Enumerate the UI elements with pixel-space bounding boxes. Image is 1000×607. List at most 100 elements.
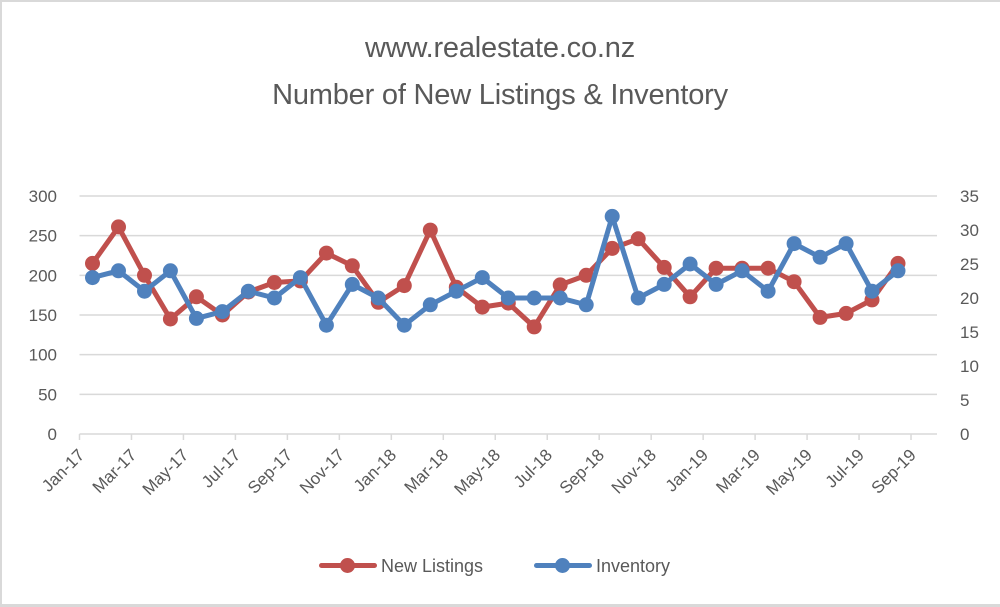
y-tick-label: 0 bbox=[48, 425, 57, 444]
data-point[interactable] bbox=[85, 255, 100, 271]
data-point[interactable] bbox=[656, 276, 672, 292]
data-point[interactable] bbox=[760, 260, 776, 276]
data-point[interactable] bbox=[422, 297, 438, 313]
y2-tick-label: 30 bbox=[960, 221, 979, 240]
data-point[interactable] bbox=[552, 290, 568, 306]
y2-tick-label: 15 bbox=[960, 323, 979, 342]
y-tick-label: 250 bbox=[29, 227, 57, 246]
x-tick-label: Sep-19 bbox=[868, 445, 920, 497]
chart-title-line1: www.realestate.co.nz bbox=[364, 32, 635, 64]
legend-item-new-listings[interactable]: New Listings bbox=[319, 551, 483, 581]
data-point[interactable] bbox=[682, 256, 698, 272]
data-point[interactable] bbox=[240, 283, 256, 299]
y-tick-label: 200 bbox=[29, 266, 57, 285]
data-point[interactable] bbox=[396, 278, 412, 294]
y2-tick-label: 35 bbox=[960, 187, 979, 206]
data-point[interactable] bbox=[630, 290, 646, 306]
data-point[interactable] bbox=[604, 208, 620, 224]
data-point[interactable] bbox=[708, 276, 724, 292]
data-point[interactable] bbox=[526, 319, 542, 335]
data-point[interactable] bbox=[474, 299, 490, 315]
line-marker-icon bbox=[534, 551, 592, 581]
data-point[interactable] bbox=[838, 236, 854, 252]
y-tick-label: 100 bbox=[29, 346, 57, 365]
y2-tick-label: 0 bbox=[960, 425, 969, 444]
data-point[interactable] bbox=[396, 317, 412, 333]
data-point[interactable] bbox=[578, 267, 594, 283]
data-point[interactable] bbox=[422, 222, 438, 238]
data-point[interactable] bbox=[137, 267, 152, 283]
data-point[interactable] bbox=[656, 259, 672, 275]
legend-dot bbox=[340, 558, 355, 573]
data-point[interactable] bbox=[137, 283, 152, 299]
data-point[interactable] bbox=[111, 263, 126, 279]
data-point[interactable] bbox=[812, 309, 828, 325]
series-new-listings bbox=[85, 219, 906, 335]
data-point[interactable] bbox=[344, 276, 360, 292]
x-tick-label: Mar-17 bbox=[89, 445, 141, 497]
y2-tick-label: 20 bbox=[960, 289, 979, 308]
data-point[interactable] bbox=[734, 263, 750, 279]
y-tick-label: 300 bbox=[29, 187, 57, 206]
chart-title-line2: Number of New Listings & Inventory bbox=[272, 79, 728, 111]
data-point[interactable] bbox=[292, 270, 308, 286]
data-point[interactable] bbox=[370, 290, 386, 306]
data-point[interactable] bbox=[786, 236, 802, 252]
line-marker-icon bbox=[319, 551, 377, 581]
y-tick-label: 50 bbox=[38, 385, 57, 404]
legend: New Listings Inventory bbox=[0, 551, 1000, 581]
x-tick-label: May-18 bbox=[451, 445, 505, 499]
data-point[interactable] bbox=[344, 258, 360, 274]
series-inventory bbox=[85, 208, 906, 333]
data-point[interactable] bbox=[266, 275, 282, 290]
data-point[interactable] bbox=[578, 297, 594, 313]
y-tick-label: 150 bbox=[29, 306, 57, 325]
data-point[interactable] bbox=[85, 270, 100, 286]
y-axis-right: 0 5 10 15 20 25 30 35 bbox=[960, 187, 979, 444]
data-point[interactable] bbox=[266, 290, 282, 306]
data-point[interactable] bbox=[708, 260, 724, 276]
x-tick-label: May-17 bbox=[139, 445, 193, 499]
x-tick-label: Jul-19 bbox=[822, 445, 868, 491]
data-point[interactable] bbox=[188, 289, 204, 305]
y-axis-left: 0 50 100 150 200 250 300 bbox=[29, 187, 57, 444]
data-point[interactable] bbox=[162, 311, 178, 327]
data-point[interactable] bbox=[838, 305, 854, 321]
x-tick-label: Sep-17 bbox=[244, 445, 296, 497]
legend-label: New Listings bbox=[381, 555, 484, 576]
data-point[interactable] bbox=[318, 245, 334, 261]
data-point[interactable] bbox=[318, 317, 334, 333]
data-point[interactable] bbox=[500, 290, 516, 306]
x-tick-label: Jul-17 bbox=[198, 445, 244, 491]
legend-label: Inventory bbox=[596, 555, 671, 576]
x-tick-label: Sep-18 bbox=[556, 445, 608, 497]
y2-tick-label: 10 bbox=[960, 357, 979, 376]
data-point[interactable] bbox=[111, 219, 126, 235]
data-point[interactable] bbox=[526, 290, 542, 306]
legend-dot bbox=[555, 558, 570, 573]
data-point[interactable] bbox=[682, 289, 698, 305]
series-group bbox=[85, 208, 906, 335]
data-point[interactable] bbox=[760, 283, 776, 299]
legend-item-inventory[interactable]: Inventory bbox=[534, 551, 670, 581]
x-tick-label: Jul-18 bbox=[510, 445, 556, 491]
data-point[interactable] bbox=[630, 231, 646, 247]
data-point[interactable] bbox=[448, 283, 464, 299]
data-point[interactable] bbox=[552, 277, 568, 293]
data-point[interactable] bbox=[474, 270, 490, 286]
data-point[interactable] bbox=[162, 263, 178, 279]
data-point[interactable] bbox=[864, 283, 880, 299]
data-point[interactable] bbox=[890, 263, 906, 279]
data-point[interactable] bbox=[604, 240, 620, 256]
data-point[interactable] bbox=[214, 304, 230, 320]
y2-tick-label: 25 bbox=[960, 255, 979, 274]
data-point[interactable] bbox=[812, 249, 828, 265]
x-tick-label: Nov-17 bbox=[296, 445, 348, 497]
data-point[interactable] bbox=[786, 274, 802, 290]
x-tick-label: Jan-18 bbox=[350, 445, 400, 495]
x-tick-label: May-19 bbox=[762, 445, 816, 499]
data-point[interactable] bbox=[188, 310, 204, 326]
x-tick-label: Jan-19 bbox=[662, 445, 712, 495]
